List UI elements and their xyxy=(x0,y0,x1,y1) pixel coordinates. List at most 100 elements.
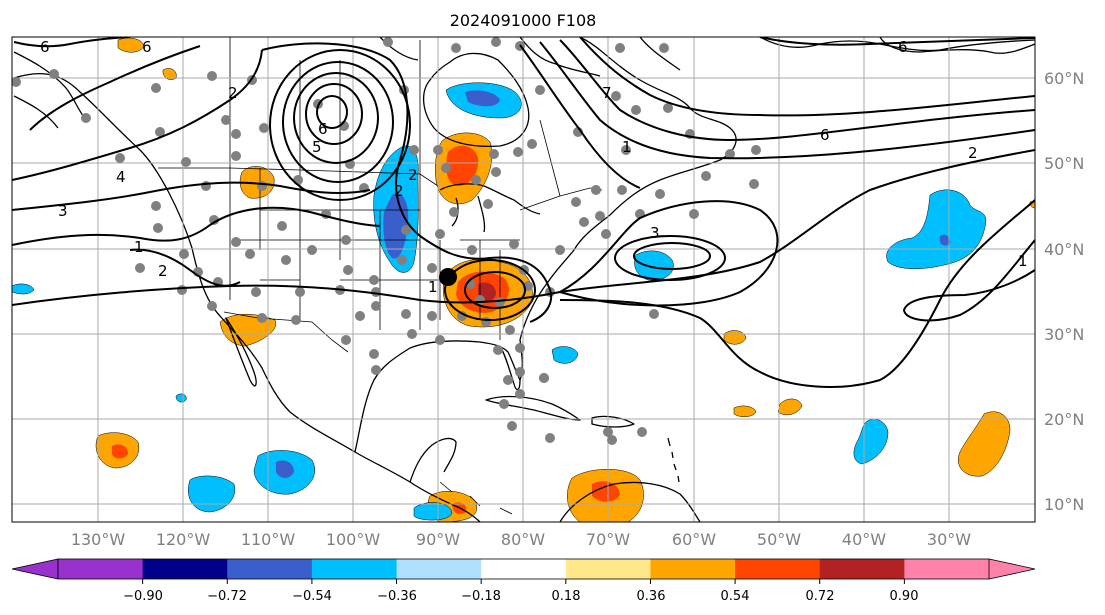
station-marker xyxy=(115,153,125,163)
station-marker xyxy=(555,245,565,255)
station-marker xyxy=(427,263,437,273)
colorbar-segment xyxy=(735,559,821,579)
station-marker xyxy=(341,335,351,345)
contour-line xyxy=(269,49,411,201)
longitude-label: 110°W xyxy=(241,530,296,549)
station-marker xyxy=(81,113,91,123)
colorbar-segment xyxy=(311,559,398,579)
station-marker xyxy=(207,301,217,311)
station-marker xyxy=(177,285,187,295)
colorbar-segment xyxy=(565,559,651,579)
contour-line xyxy=(633,242,711,270)
station-marker xyxy=(515,367,525,377)
station-marker xyxy=(135,263,145,273)
contour-label: 2 xyxy=(228,84,238,102)
contour-line xyxy=(614,235,726,281)
yucatan-coastline xyxy=(409,437,457,483)
station-marker xyxy=(383,37,393,47)
station-marker xyxy=(507,421,517,431)
strong-negative-anomaly-region xyxy=(939,234,951,246)
longitude-label: 90°W xyxy=(416,530,460,549)
south-america-coastline xyxy=(559,481,701,522)
contour-label: 1 xyxy=(622,138,632,156)
contour-label: 3 xyxy=(650,224,660,242)
contour-line xyxy=(316,95,348,129)
longitude-label: 60°W xyxy=(672,530,716,549)
strong-positive-anomaly-region xyxy=(112,444,128,459)
contour-line xyxy=(444,259,536,321)
station-marker xyxy=(499,399,509,409)
station-marker xyxy=(151,83,161,93)
colorbar-tick-label: −0.18 xyxy=(461,589,501,604)
station-marker xyxy=(409,145,419,155)
map-area: 6 6 2 4 3 1 2 6 5 2 1 1 3 6 2 1 7 2 6 xyxy=(12,37,1035,522)
station-marker xyxy=(451,43,461,53)
contour-line xyxy=(12,181,371,211)
station-marker xyxy=(257,313,267,323)
station-marker xyxy=(259,123,269,133)
station-marker xyxy=(397,255,407,265)
station-marker xyxy=(493,345,503,355)
longitude-label: 120°W xyxy=(156,530,211,549)
longitude-label: 70°W xyxy=(586,530,630,549)
station-marker xyxy=(245,249,255,259)
colorbar-segment xyxy=(904,559,990,579)
strong-negative-anomaly-region xyxy=(276,460,294,478)
station-marker xyxy=(207,71,217,81)
latitude-labels: 60°N 50°N 40°N 30°N 20°N 10°N xyxy=(1044,69,1084,514)
station-marker xyxy=(689,209,699,219)
colorbar-segments xyxy=(58,559,990,579)
greenland-coastline xyxy=(879,37,1035,54)
negative-anomaly-region xyxy=(634,250,674,281)
colorbar-segment xyxy=(650,559,736,579)
contour-line xyxy=(29,45,201,131)
station-marker xyxy=(201,181,211,191)
station-marker xyxy=(571,197,581,207)
latitude-label: 10°N xyxy=(1044,495,1084,514)
strong-positive-anomaly-region xyxy=(592,481,620,502)
colorbar-tick-label: −0.54 xyxy=(292,589,332,604)
negative-anomaly-region xyxy=(413,502,453,521)
latitude-label: 40°N xyxy=(1044,240,1084,259)
station-marker xyxy=(435,335,445,345)
station-marker xyxy=(631,105,641,115)
contour-label: 7 xyxy=(602,84,612,102)
contour-line xyxy=(539,41,1035,160)
station-marker xyxy=(277,221,287,231)
station-marker xyxy=(607,435,617,445)
focus-point-marker xyxy=(439,268,457,286)
station-marker xyxy=(355,311,365,321)
strong-negative-anomaly-region xyxy=(383,193,409,259)
station-marker xyxy=(49,69,59,79)
station-marker xyxy=(615,43,625,53)
station-marker xyxy=(467,245,477,255)
lesser-antilles-coastline xyxy=(667,437,680,483)
colorbar-tick-label: 0.36 xyxy=(637,589,666,604)
hudson-bay-coastline xyxy=(423,52,530,148)
contour-label: 2 xyxy=(968,144,978,162)
station-marker xyxy=(449,207,459,217)
station-marker xyxy=(281,255,291,265)
station-marker xyxy=(427,311,437,321)
contour-line xyxy=(282,61,394,183)
latitude-label: 30°N xyxy=(1044,325,1084,344)
station-marker xyxy=(209,215,219,225)
station-marker xyxy=(457,311,467,321)
station-marker xyxy=(371,301,381,311)
station-marker xyxy=(251,287,261,297)
contour-line xyxy=(559,200,779,307)
contour-line xyxy=(261,42,421,237)
station-marker xyxy=(637,427,647,437)
contour-line xyxy=(519,44,641,189)
contour-label: 6 xyxy=(820,126,830,144)
cuba-coastline xyxy=(485,395,581,421)
longitude-labels: 130°W 120°W 110°W 100°W 90°W 80°W 70°W 6… xyxy=(71,530,971,549)
north-america-coastline xyxy=(13,72,481,522)
station-marker xyxy=(441,163,451,173)
coastline-layer xyxy=(13,37,1035,522)
colorbar-tick-label: −0.72 xyxy=(207,589,247,604)
station-marker xyxy=(491,37,501,47)
map-frame xyxy=(11,36,1036,523)
hispaniola-coastline xyxy=(591,415,635,428)
station-marker xyxy=(371,287,381,297)
